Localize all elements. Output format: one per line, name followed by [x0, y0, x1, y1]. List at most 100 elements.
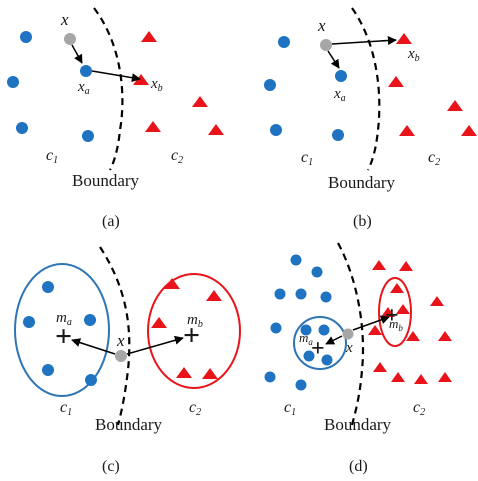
label-mb: mb [187, 312, 203, 330]
class2-point [176, 367, 192, 378]
class2-point [373, 362, 387, 372]
class1-point [295, 379, 307, 391]
query-point-x [342, 328, 354, 340]
class2-point [381, 307, 395, 317]
label-xb: xb [150, 76, 163, 94]
cluster-ellipse-a [14, 263, 110, 397]
class2-point [141, 31, 157, 42]
panel-c: + + ma mb x c1 c2 Boundary (c) [14, 246, 241, 475]
class1-point [335, 70, 347, 82]
class1-point [274, 288, 286, 300]
class1-point [42, 281, 54, 293]
class1-point [295, 288, 307, 300]
arrow-x-to-mb [352, 315, 390, 331]
panel-caption: (c) [102, 458, 120, 475]
class2-point [396, 304, 410, 314]
class2-point [406, 331, 420, 341]
class2-point [438, 331, 452, 341]
arrow-x-to-ma [325, 335, 343, 345]
class1-point [300, 324, 312, 336]
label-ma: ma [299, 330, 313, 347]
class1-point [311, 266, 323, 278]
class2-point [192, 96, 208, 107]
arrow-xa-to-xb [91, 70, 141, 83]
query-point-x [320, 39, 332, 51]
panel-a: x xa xb c1 c2 Boundary (a) [7, 7, 224, 230]
class2-point [447, 100, 463, 111]
class2-point [399, 125, 415, 136]
class1-point [264, 79, 276, 91]
panel-b: x xa xb c1 c2 Boundary (b) [264, 7, 477, 230]
cross-icon-mean-b: + [183, 319, 200, 352]
arrow-x-to-xa [327, 50, 340, 69]
boundary-label: Boundary [95, 415, 163, 434]
class2-point [414, 374, 428, 384]
class1-point [7, 76, 19, 88]
arrow-x-to-xa [71, 44, 83, 64]
boundary-label: Boundary [328, 173, 396, 192]
class1-point [332, 129, 344, 141]
label-x: x [345, 340, 353, 356]
label-c1: c1 [301, 149, 313, 168]
label-x: x [317, 16, 326, 35]
class2-point [390, 283, 404, 293]
cross-icon-mean-a: + [55, 320, 72, 353]
class2-point [151, 317, 167, 328]
arrow-x-to-mb [126, 335, 184, 355]
class1-point [318, 324, 330, 336]
label-mb: mb [389, 316, 403, 333]
class1-point [290, 254, 302, 266]
class1-point [82, 130, 94, 142]
class1-point [84, 314, 96, 326]
class2-point [208, 124, 224, 135]
query-point-x [64, 33, 76, 45]
cluster-ellipse-b [147, 273, 241, 389]
class1-point [303, 350, 315, 362]
class1-point [320, 291, 332, 303]
class2-point [396, 33, 412, 44]
cluster-ellipse-a [293, 316, 347, 370]
decision-boundary [99, 246, 131, 426]
label-xa: xa [77, 79, 90, 97]
panel-d: + + ma mb x c1 c2 Boundary (d) [264, 242, 452, 475]
class2-point [372, 260, 386, 270]
class2-point [133, 74, 149, 85]
label-x: x [116, 331, 125, 350]
boundary-label: Boundary [72, 171, 140, 190]
class1-point [278, 36, 290, 48]
class2-point [430, 296, 444, 306]
label-c2: c2 [413, 399, 425, 418]
panel-caption: (b) [353, 213, 372, 230]
panel-caption: (d) [349, 458, 368, 475]
class1-point [321, 354, 333, 366]
class1-point [80, 65, 92, 77]
query-point-x [115, 350, 127, 362]
class2-point [164, 278, 180, 289]
class1-point [264, 371, 276, 383]
class2-point [391, 372, 405, 382]
class1-point [42, 364, 54, 376]
label-ma: ma [56, 310, 72, 328]
class2-point [368, 325, 382, 335]
label-xa: xa [333, 86, 346, 104]
class1-point [270, 124, 282, 136]
label-xb: xb [407, 46, 420, 64]
arrow-x-to-ma [71, 338, 116, 355]
class2-point [461, 125, 477, 136]
arrow-x-to-xb [331, 36, 397, 45]
class2-point [206, 290, 222, 301]
class2-point [399, 261, 413, 271]
label-c2: c2 [428, 149, 440, 168]
cluster-ellipse-b [378, 277, 412, 347]
class1-point [20, 31, 32, 43]
label-c1: c1 [46, 147, 58, 166]
class1-point [270, 322, 282, 334]
label-c1: c1 [284, 399, 296, 418]
label-c1: c1 [60, 399, 72, 418]
class2-point [145, 121, 161, 132]
class1-point [85, 374, 97, 386]
label-c2: c2 [189, 399, 201, 418]
label-c2: c2 [171, 147, 183, 166]
decision-boundary [337, 242, 365, 426]
cross-icon-mean-a: + [311, 336, 325, 362]
